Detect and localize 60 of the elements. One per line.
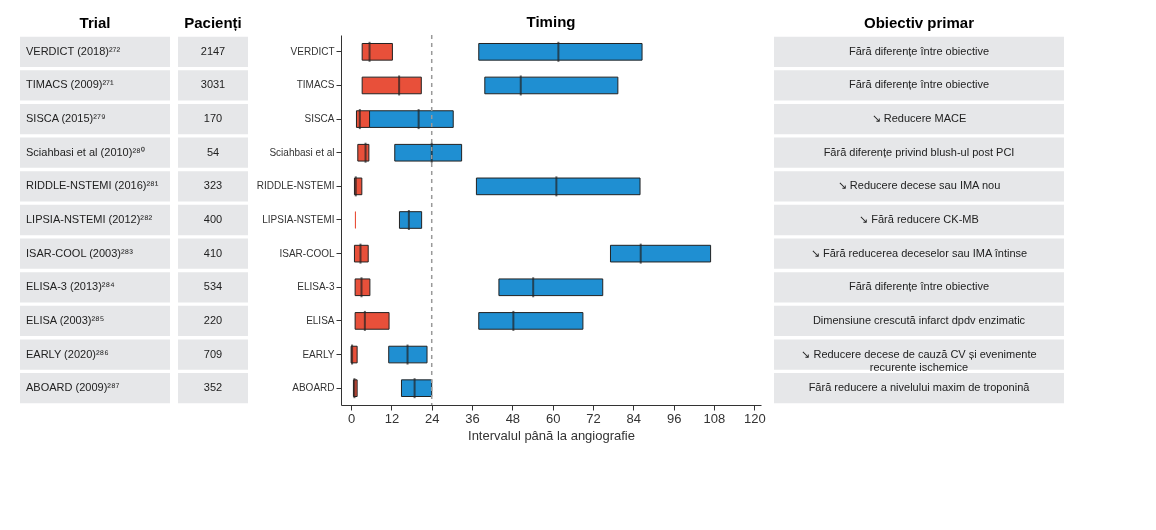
chart-title: Timing: [526, 13, 576, 31]
text: TIMACS (2009)²⁷¹: [26, 78, 115, 91]
x-tick-label: 48: [505, 410, 521, 426]
text: ↘ Fără reducere CK-MB: [859, 213, 979, 225]
y-tick-label: EARLY: [302, 348, 335, 360]
text: 170: [203, 112, 223, 125]
y-tick-label: ELISA: [306, 314, 335, 326]
text: 323: [203, 179, 223, 192]
text: Fără diferențe între obiective: [848, 280, 990, 293]
text: ISAR-COOL (2003)²⁸³: [26, 246, 134, 259]
text: ELISA-3 (2013)²⁸⁴: [26, 280, 116, 293]
x-tick-label: 84: [626, 410, 642, 426]
text: 3031: [200, 78, 226, 91]
text: Dimensiune crescută infarct dpdv enzimatic: [812, 313, 1026, 326]
text: 54: [206, 145, 220, 158]
text: ↘ Reducere decese sau IMA nou: [837, 179, 1001, 192]
y-tick-label: RIDDLE-NSTEMI: [256, 180, 335, 192]
x-tick-label: 24: [424, 410, 440, 426]
text: ELISA (2003)²⁸⁵: [26, 313, 105, 326]
text: 534: [203, 280, 223, 293]
x-tick-label: 108: [703, 410, 726, 426]
x-tick-label: 96: [666, 410, 682, 426]
text: Fără diferențe între obiective: [848, 44, 990, 57]
x-tick-label: 72: [586, 410, 601, 426]
x-tick-label: 12: [384, 410, 400, 426]
text: Obiectiv primar: [863, 14, 975, 31]
text: 709: [203, 347, 223, 360]
text: Pacienți: [184, 14, 242, 31]
text: 410: [203, 246, 223, 259]
text: ↘ Fără reducerea deceselor sau IMA întinse: [810, 246, 1028, 259]
y-tick-label: ABOARD: [292, 382, 335, 394]
text: ↘ Reducere MACE: [871, 112, 967, 125]
text: Fără diferențe privind blush-ul post PCI: [823, 145, 1015, 158]
y-tick-label: TIMACS: [296, 79, 335, 91]
x-tick-label: 36: [465, 410, 480, 426]
y-tick-label: LIPSIA-NSTEMI: [262, 214, 335, 225]
text: Trial: [79, 14, 111, 31]
x-axis-title: Intervalul până la angiografie: [468, 427, 635, 443]
text: LIPSIA-NSTEMI (2012)²⁸²: [26, 213, 153, 225]
text: EARLY (2020)²⁸⁶: [26, 347, 109, 360]
text: VERDICT (2018)²⁷²: [26, 44, 121, 57]
y-tick-label: Sciahbasi et al: [269, 146, 335, 158]
text: ABOARD (2009)²⁸⁷: [26, 381, 120, 394]
text: SISCA (2015)²⁷⁹: [26, 112, 106, 125]
text: 400: [203, 213, 223, 225]
text: RIDDLE-NSTEMI (2016)²⁸¹: [26, 179, 159, 192]
y-tick-label: SISCA: [304, 113, 335, 125]
text: ↘ Reducere decese de cauză CV și evenimente recurente ischemice: [801, 347, 1037, 373]
y-tick-label: VERDICT: [290, 45, 335, 57]
x-tick-label: 0: [347, 410, 356, 426]
text: Sciahbasi et al (2010)²⁸⁰: [26, 145, 145, 158]
text: 352: [203, 381, 223, 394]
x-tick-label: 60: [545, 410, 561, 426]
text: Fără diferențe între obiective: [848, 78, 990, 91]
y-tick-label: ISAR-COOL: [279, 247, 335, 259]
text: 2147: [200, 44, 226, 57]
text: Fără reducere a nivelului maxim de troponină: [808, 381, 1031, 394]
y-tick-label: ELISA-3: [297, 281, 335, 293]
x-tick-label: 120: [743, 410, 766, 426]
text: 220: [203, 313, 223, 326]
